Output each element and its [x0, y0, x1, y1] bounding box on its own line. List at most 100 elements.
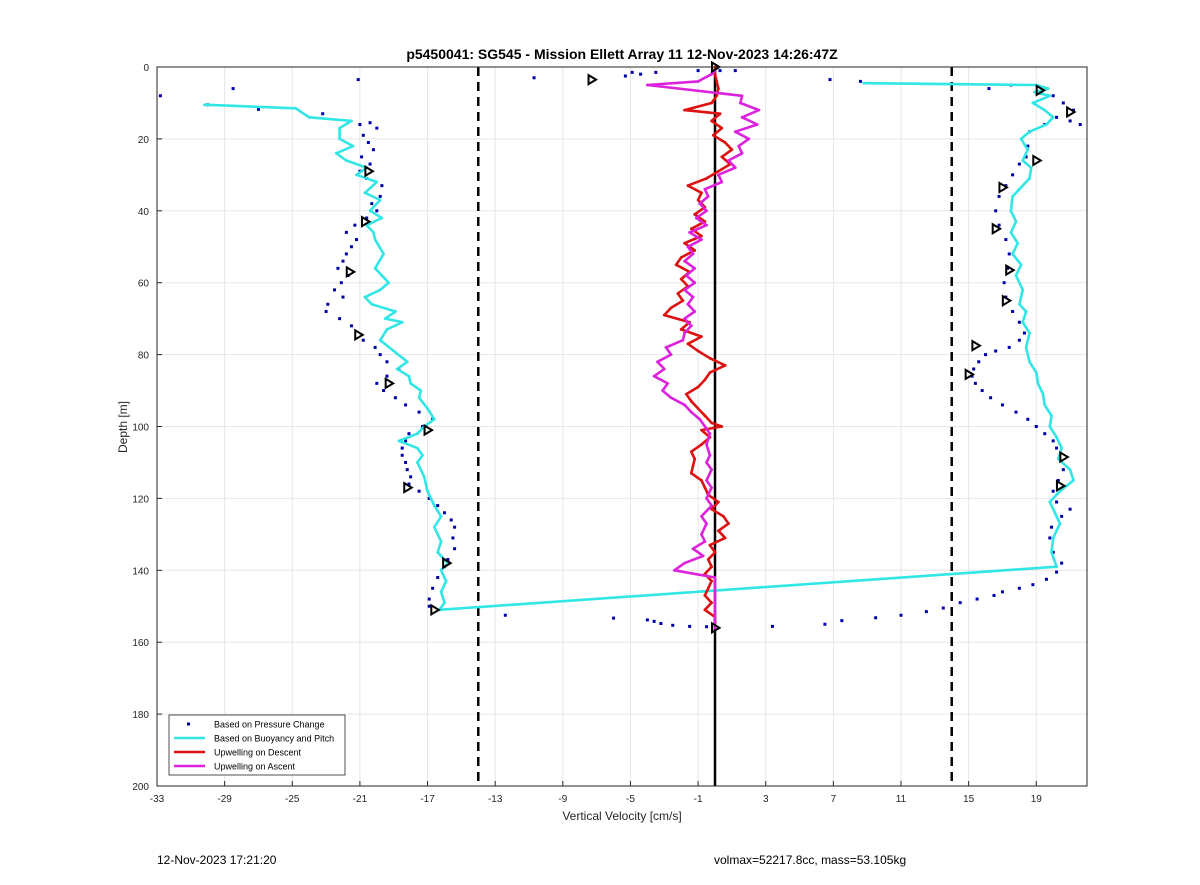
- pressure-point: [366, 140, 370, 144]
- series-point: [662, 367, 666, 371]
- series-point: [710, 101, 714, 105]
- pressure-point: [924, 610, 928, 614]
- series-point: [1029, 166, 1033, 170]
- series-point: [439, 568, 443, 572]
- pressure-point: [1051, 489, 1055, 493]
- series-point: [683, 108, 686, 112]
- series-point: [416, 432, 419, 436]
- series-point: [710, 421, 714, 425]
- pressure-point: [385, 360, 389, 364]
- series-point: [363, 295, 367, 299]
- series-point: [1036, 381, 1040, 385]
- series-point: [681, 338, 685, 342]
- pressure-point: [353, 223, 357, 227]
- series-point: [862, 81, 866, 85]
- pressure-point: [407, 432, 411, 436]
- series-point: [1048, 425, 1052, 428]
- series-point: [693, 457, 697, 461]
- x-axis-label: Vertical Velocity [cm/s]: [562, 809, 681, 823]
- pressure-point: [987, 87, 991, 91]
- pressure-point: [997, 223, 1001, 227]
- series-point: [1055, 565, 1058, 569]
- series-point: [1028, 130, 1031, 134]
- series-point: [373, 238, 377, 241]
- legend-entry: Based on Buoyancy and Pitch: [214, 734, 334, 744]
- series-point: [426, 489, 429, 493]
- series-point: [439, 590, 443, 594]
- series-point: [706, 558, 710, 561]
- y-tick-label: 100: [132, 423, 149, 434]
- pressure-point: [623, 74, 627, 78]
- series-point: [407, 374, 411, 378]
- series-point: [708, 356, 712, 360]
- series-point: [338, 137, 342, 141]
- pressure-point: [404, 460, 408, 464]
- series-point: [661, 389, 664, 392]
- series-point: [1026, 148, 1030, 152]
- triangle-marker: [345, 265, 357, 279]
- series-point: [693, 248, 697, 252]
- series-point: [1028, 331, 1031, 335]
- triangle-marker: [364, 164, 375, 178]
- series-point: [693, 266, 697, 270]
- series-point: [662, 313, 666, 317]
- series-point: [385, 328, 389, 331]
- series-point: [686, 245, 690, 249]
- series-point: [426, 407, 429, 410]
- y-tick-label: 140: [132, 566, 149, 577]
- pressure-point: [393, 396, 397, 400]
- series-point: [733, 166, 737, 170]
- series-point: [652, 374, 656, 378]
- series-point: [355, 173, 358, 177]
- series-3: [645, 69, 761, 630]
- series-point: [378, 198, 382, 202]
- series-point: [715, 94, 719, 98]
- series-point: [691, 295, 695, 299]
- series-point: [372, 230, 375, 234]
- series-point: [1051, 536, 1055, 540]
- pressure-point: [1060, 561, 1064, 565]
- triangle-marker: [1059, 450, 1070, 464]
- pressure-point: [1051, 550, 1055, 554]
- series-point: [439, 540, 443, 543]
- y-tick-label: 160: [132, 638, 149, 649]
- pressure-point: [1011, 309, 1015, 313]
- series-point: [683, 259, 686, 263]
- series-point: [1034, 371, 1038, 374]
- series-point: [700, 191, 703, 195]
- series-point: [344, 159, 348, 162]
- series-point: [720, 126, 724, 130]
- series-point: [202, 103, 206, 107]
- pressure-point: [385, 374, 389, 378]
- series-point: [716, 500, 720, 504]
- series-point: [700, 443, 703, 446]
- pressure-point: [453, 547, 457, 551]
- pressure-point: [417, 410, 421, 414]
- pressure-point: [1049, 525, 1053, 529]
- pressure-point: [994, 209, 998, 213]
- series-point: [419, 389, 423, 392]
- pressure-point: [973, 381, 977, 385]
- x-tick-label: -21: [353, 794, 368, 805]
- series-point: [439, 514, 443, 518]
- pressure-point: [446, 558, 450, 562]
- series-point: [737, 144, 741, 148]
- series-point: [695, 216, 698, 220]
- pressure-point: [874, 616, 878, 620]
- y-tick-label: 40: [138, 207, 150, 218]
- series-point: [723, 141, 727, 144]
- series-point: [684, 274, 688, 277]
- pressure-point: [453, 525, 457, 529]
- series-point: [686, 302, 690, 306]
- pressure-point: [321, 112, 325, 116]
- series-point: [1050, 550, 1053, 554]
- series-point: [1048, 94, 1052, 98]
- series-point: [710, 504, 714, 507]
- series-point: [1031, 101, 1035, 105]
- pressure-point: [1055, 570, 1059, 574]
- pressure-point: [400, 446, 404, 450]
- pressure-point: [407, 482, 411, 486]
- pressure-point: [654, 70, 658, 74]
- pressure-point: [1000, 590, 1004, 594]
